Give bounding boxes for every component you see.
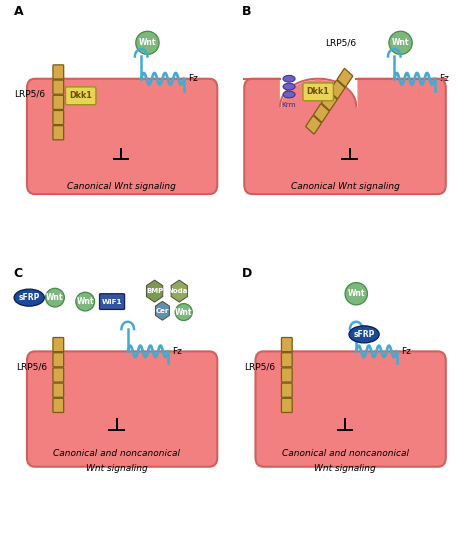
Polygon shape: [171, 280, 187, 302]
FancyBboxPatch shape: [53, 353, 64, 367]
FancyBboxPatch shape: [53, 95, 64, 110]
Ellipse shape: [46, 288, 64, 307]
Ellipse shape: [14, 289, 44, 306]
FancyBboxPatch shape: [314, 104, 329, 122]
FancyBboxPatch shape: [282, 368, 292, 382]
Text: WIF1: WIF1: [102, 299, 122, 304]
FancyBboxPatch shape: [53, 65, 64, 79]
FancyBboxPatch shape: [322, 92, 337, 110]
Polygon shape: [146, 280, 163, 302]
Text: BMP: BMP: [146, 288, 163, 294]
Text: Fz: Fz: [172, 347, 182, 356]
FancyBboxPatch shape: [27, 79, 218, 194]
FancyBboxPatch shape: [65, 87, 96, 105]
Text: Dkk1: Dkk1: [69, 91, 92, 100]
Ellipse shape: [283, 75, 295, 82]
Ellipse shape: [389, 31, 412, 55]
FancyBboxPatch shape: [337, 68, 353, 87]
FancyBboxPatch shape: [282, 383, 292, 398]
Text: LRP5/6: LRP5/6: [244, 363, 276, 372]
Text: Wnt: Wnt: [175, 308, 192, 317]
FancyBboxPatch shape: [282, 353, 292, 367]
Text: Krm: Krm: [282, 102, 297, 108]
Text: Wnt: Wnt: [138, 39, 156, 47]
Text: Fz: Fz: [401, 347, 411, 356]
Text: Fz: Fz: [188, 74, 198, 83]
Ellipse shape: [283, 83, 295, 90]
Text: Wnt: Wnt: [392, 39, 409, 47]
Text: Wnt: Wnt: [76, 297, 94, 306]
Text: sFRP: sFRP: [353, 330, 375, 339]
Text: Fz: Fz: [439, 74, 449, 83]
Text: Cer: Cer: [156, 308, 169, 314]
FancyBboxPatch shape: [53, 110, 64, 125]
FancyBboxPatch shape: [53, 338, 64, 351]
Text: Wnt signaling: Wnt signaling: [314, 464, 376, 472]
Text: D: D: [242, 266, 252, 280]
Text: B: B: [242, 4, 251, 18]
Text: Canonical and noncanonical: Canonical and noncanonical: [53, 449, 180, 458]
Text: A: A: [14, 4, 23, 18]
FancyBboxPatch shape: [282, 338, 292, 351]
Text: sFRP: sFRP: [19, 293, 40, 302]
FancyBboxPatch shape: [100, 294, 125, 309]
FancyBboxPatch shape: [282, 399, 292, 412]
Text: Canonical Wnt signaling: Canonical Wnt signaling: [67, 182, 175, 191]
Ellipse shape: [345, 282, 367, 305]
Ellipse shape: [283, 91, 295, 98]
Ellipse shape: [136, 31, 159, 55]
Text: Canonical Wnt signaling: Canonical Wnt signaling: [291, 182, 399, 191]
Ellipse shape: [76, 292, 95, 311]
Ellipse shape: [175, 303, 192, 320]
Text: Wnt: Wnt: [347, 289, 365, 298]
FancyBboxPatch shape: [53, 126, 64, 140]
Text: LRP5/6: LRP5/6: [14, 90, 45, 99]
FancyBboxPatch shape: [329, 80, 345, 98]
FancyBboxPatch shape: [244, 79, 446, 194]
Text: Wnt: Wnt: [46, 293, 64, 302]
Polygon shape: [155, 301, 170, 320]
Ellipse shape: [349, 326, 379, 343]
FancyBboxPatch shape: [27, 351, 218, 467]
Text: LRP5/6: LRP5/6: [325, 39, 356, 47]
FancyBboxPatch shape: [53, 80, 64, 94]
FancyBboxPatch shape: [53, 368, 64, 382]
Text: Canonical and noncanonical: Canonical and noncanonical: [282, 449, 409, 458]
FancyBboxPatch shape: [303, 83, 334, 101]
FancyBboxPatch shape: [53, 383, 64, 398]
Text: Nodal: Nodal: [168, 288, 191, 294]
Text: Wnt signaling: Wnt signaling: [85, 464, 148, 472]
Text: Dkk1: Dkk1: [307, 87, 329, 96]
FancyBboxPatch shape: [306, 116, 321, 134]
Text: LRP5/6: LRP5/6: [16, 363, 47, 372]
Text: C: C: [14, 266, 23, 280]
FancyBboxPatch shape: [255, 351, 446, 467]
FancyBboxPatch shape: [53, 399, 64, 412]
